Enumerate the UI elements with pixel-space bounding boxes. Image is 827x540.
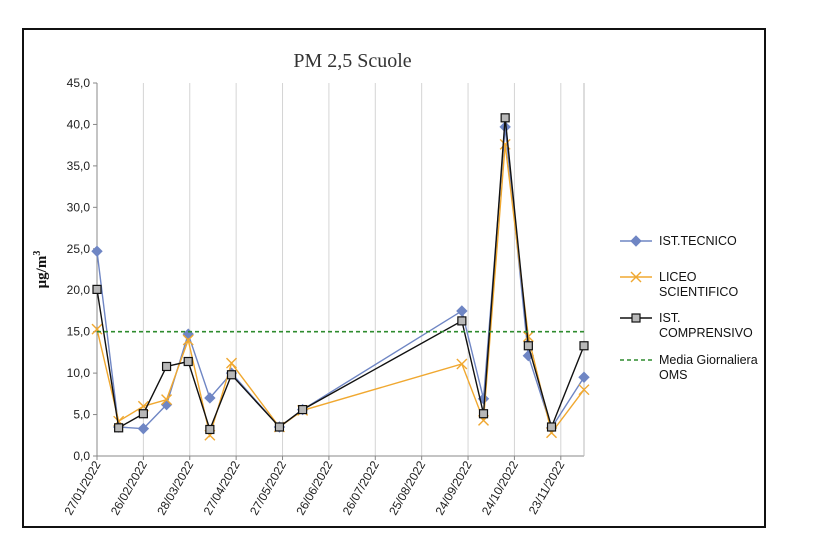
- series-2-point: [523, 341, 533, 351]
- x-tick-label: 23/11/2022: [526, 458, 568, 517]
- series-0-point: [578, 371, 590, 383]
- chart-frame: PM 2,5 Scuole 0,0 5,0 10,0 15,0 20,0 25,0 30,0…: [22, 28, 766, 528]
- series-1-point: [578, 384, 590, 396]
- series-2-point: [92, 284, 102, 294]
- y-tick-label: 0,0: [73, 449, 90, 463]
- legend-label-1: LICEO SCIENTIFICO: [659, 270, 738, 299]
- y-tick-label: 5,0: [73, 408, 90, 422]
- series-2-point: [579, 341, 589, 351]
- y-axis-label: μg/m3: [32, 251, 50, 289]
- legend-marker-0: [630, 235, 642, 247]
- series-2-point: [114, 423, 124, 433]
- series-1-point: [226, 357, 237, 369]
- series-line-1: [96, 144, 585, 439]
- series-2-point: [138, 409, 148, 419]
- legend-marker-1: [630, 271, 642, 283]
- y-tick-label: 45,0: [67, 76, 91, 90]
- x-tick-label: 27/01/2022: [61, 458, 103, 517]
- x-tick-label: 24/09/2022: [432, 458, 474, 517]
- series-2-point: [274, 422, 285, 432]
- series-2-point: [546, 422, 557, 432]
- y-tick-label: 15,0: [67, 325, 91, 339]
- series-1-point: [522, 331, 534, 343]
- y-tick-label: 35,0: [67, 159, 91, 173]
- legend-marker-2: [631, 313, 641, 323]
- series-0-point: [456, 305, 468, 317]
- x-tick-label: 26/02/2022: [108, 458, 150, 517]
- y-tick-label: 20,0: [67, 283, 91, 297]
- series-1-point: [161, 394, 173, 406]
- legend-label-2: IST. COMPRENSIVO: [659, 311, 753, 340]
- y-tick-label: 10,0: [67, 366, 91, 380]
- series-2-point: [298, 404, 308, 415]
- x-tick-label: 27/04/2022: [201, 458, 243, 517]
- chart-title: PM 2,5 Scuole: [293, 50, 411, 72]
- series-2-point: [205, 424, 215, 435]
- legend-label-3: Media Giornaliera OMS: [659, 353, 758, 382]
- plot-area: 0,0 5,0 10,0 15,0 20,0 25,0 30,0 35,0 40,0 45,0 27…: [32, 76, 590, 518]
- x-tick-label: 28/03/2022: [154, 458, 196, 517]
- series-0-point: [182, 328, 194, 340]
- y-tick-label: 25,0: [67, 242, 91, 256]
- series-1-point: [182, 334, 194, 346]
- series-2-point: [183, 356, 193, 367]
- series-0-point: [137, 422, 150, 435]
- series-2-point: [457, 316, 467, 326]
- series-2-point: [161, 361, 172, 372]
- series-0-point: [91, 245, 103, 257]
- legend: IST.TECNICO LICEO SCIENTIFICO IST. COMPRENSI…: [620, 234, 758, 382]
- y-tick-label: 40,0: [67, 117, 91, 131]
- legend-label-0: IST.TECNICO: [659, 234, 737, 248]
- x-tick-label: 26/06/2022: [293, 458, 335, 517]
- x-tick-label: 26/07/2022: [340, 458, 382, 517]
- series-line-2: [96, 117, 585, 432]
- chart-svg: PM 2,5 Scuole 0,0 5,0 10,0 15,0 20,0 25,0 30,0…: [32, 50, 758, 518]
- series-0-point: [204, 392, 216, 404]
- y-tick-label: 30,0: [67, 200, 91, 214]
- series-1-point: [456, 358, 468, 370]
- series-1-point: [91, 323, 103, 335]
- series-2-point: [478, 409, 489, 419]
- series-2-point: [500, 113, 510, 123]
- x-tick-label: 27/05/2022: [247, 458, 289, 517]
- x-tick-label: 25/08/2022: [386, 458, 428, 517]
- series-2-point: [226, 370, 237, 380]
- x-tick-label: 24/10/2022: [479, 458, 521, 517]
